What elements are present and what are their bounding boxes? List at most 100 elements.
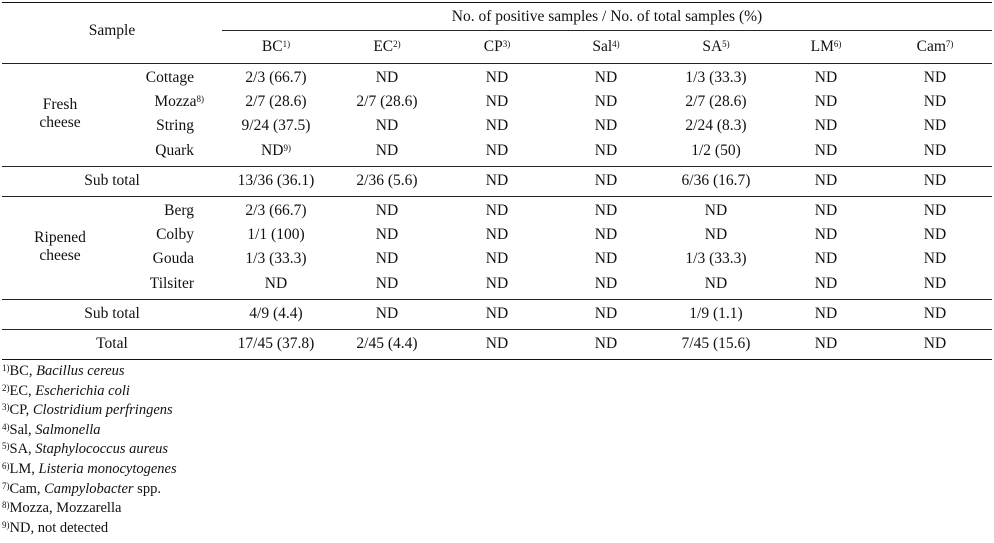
cell-value: ND [923, 172, 947, 189]
bottom-rule [2, 359, 992, 360]
col-header-label: BC [261, 38, 283, 55]
ripened-row-tilsiter-name: Tilsiter [110, 275, 194, 293]
cell-value: 1/2 (50) [691, 142, 741, 159]
grand-total-cell-3: ND [554, 335, 658, 353]
cell-value: ND [594, 250, 618, 267]
cell-value: ND [485, 275, 509, 292]
ripened-row-gouda-cell-1: ND [335, 250, 439, 268]
footnote-2: 2)EC, Escherichia coli [2, 382, 130, 401]
fresh-subtotal-cell-2: ND [445, 172, 549, 190]
cell-value: 1/9 (1.1) [689, 305, 743, 322]
ripened-row-tilsiter-cell-6: ND [883, 275, 987, 293]
ripened-row-tilsiter-cell-3: ND [554, 275, 658, 293]
fresh-subtotal-cell-5: ND [774, 172, 878, 190]
ripened-row-tilsiter-cell-0: ND [224, 275, 328, 293]
cell-value: ND [594, 335, 618, 352]
cell-value: ND [814, 202, 838, 219]
footnote-marker: 3) [2, 402, 10, 413]
cell-value: ND [485, 202, 509, 219]
footnote-suffix: spp. [133, 480, 161, 497]
cell-value: ND [704, 202, 728, 219]
cell-value: ND [814, 275, 838, 292]
footnote-marker: 2) [393, 39, 401, 49]
footnote-marker: 9) [2, 519, 10, 530]
sample-name: Quark [155, 142, 194, 159]
ripened-row-berg-cell-2: ND [445, 202, 549, 220]
ripened-row-berg-cell-4: ND [664, 202, 768, 220]
col-header-label: Cam [916, 38, 946, 55]
ripened-subtotal-cell-5: ND [774, 305, 878, 323]
cell-value: ND [264, 275, 288, 292]
cell-value: ND [814, 250, 838, 267]
footnote-prefix: EC, [9, 382, 36, 399]
sample-name: String [156, 117, 194, 134]
ripened-row-berg-cell-5: ND [774, 202, 878, 220]
cell-value: ND [485, 172, 509, 189]
fresh-row-cottage-cell-1: ND [335, 69, 439, 87]
cell-value: ND [375, 202, 399, 219]
fresh-row-quark-name: Quark [110, 142, 194, 160]
col-header-sal: Sal4) [554, 38, 658, 56]
fresh-row-string-cell-4: 2/24 (8.3) [664, 117, 768, 135]
footnote-8: 8)Mozza, Mozzarella [2, 499, 121, 518]
col-header-cp: CP3) [445, 38, 549, 56]
cell-value: ND [814, 172, 838, 189]
ripened-subtotal-cell-4: 1/9 (1.1) [664, 305, 768, 323]
footnote-1: 1)BC, Bacillus cereus [2, 362, 125, 381]
cell-value: ND [485, 335, 509, 352]
fresh-subtotal-cell-3: ND [554, 172, 658, 190]
fresh-row-quark-cell-6: ND [883, 142, 987, 160]
footnote-marker: 7) [2, 480, 10, 491]
col-header-label: LM [810, 38, 834, 55]
footnote-6: 6)LM, Listeria monocytogenes [2, 460, 177, 479]
grand-total-cell-4: 7/45 (15.6) [664, 335, 768, 353]
footnote-marker: 1) [2, 363, 10, 373]
cell-value: 17/45 (37.8) [237, 335, 315, 352]
ripened-row-berg-cell-1: ND [335, 202, 439, 220]
footnote-5: 5)SA, Staphylococcus aureus [2, 440, 168, 459]
ripened-row-colby-name: Colby [110, 226, 194, 244]
col-header-ec: EC2) [335, 38, 439, 56]
grand-total-cell-2: ND [445, 335, 549, 353]
cell-value: ND [814, 142, 838, 159]
ripened-subtotal-cell-3: ND [554, 305, 658, 323]
grand-total-cell-5: ND [774, 335, 878, 353]
ripened-row-gouda-name: Gouda [110, 250, 194, 268]
footnote-species: Clostridium perfringens [32, 402, 173, 419]
ripened-row-gouda-cell-4: 1/3 (33.3) [664, 250, 768, 268]
header-sub-rule [222, 30, 992, 31]
ripened-subtotal-cell-6: ND [883, 305, 987, 323]
footnote-prefix: Cam, [9, 480, 45, 497]
cell-value: ND [485, 142, 509, 159]
col-header-label: SA [702, 38, 723, 55]
ripened-row-gouda-cell-6: ND [883, 250, 987, 268]
footnote-species: Bacillus cereus [36, 363, 125, 379]
cell-value: ND [594, 305, 618, 322]
ripened-row-gouda-cell-3: ND [554, 250, 658, 268]
col-header-cam: Cam7) [883, 38, 987, 56]
fresh-row-string-name: String [110, 117, 194, 135]
fresh-row-mozza-cell-0: 2/7 (28.6) [224, 93, 328, 111]
ripened-subtotal-rule [2, 329, 992, 330]
footnote-prefix: CP, [9, 402, 33, 419]
cell-value: 6/36 (16.7) [681, 172, 751, 189]
cell-value: ND [485, 305, 509, 322]
cell-value: ND [485, 93, 509, 110]
footnote-marker: 5) [2, 441, 10, 452]
fresh-row-mozza-cell-5: ND [774, 93, 878, 111]
fresh-row-mozza-cell-2: ND [445, 93, 549, 111]
fresh-row-string-cell-6: ND [883, 117, 987, 135]
cell-value: ND [594, 202, 618, 219]
header-rule [2, 63, 992, 64]
ripened-group-rule [2, 299, 992, 300]
footnote-marker: 3) [502, 39, 511, 49]
cell-value: 4/9 (4.4) [249, 305, 303, 322]
ripened-row-colby-cell-6: ND [883, 226, 987, 244]
footnote-species: Staphylococcus aureus [35, 441, 169, 458]
cell-value: 2/7 (28.6) [245, 93, 307, 110]
footnote-marker: 7) [945, 39, 954, 49]
ripened-row-colby-cell-1: ND [335, 226, 439, 244]
fresh-row-cottage-name: Cottage [110, 69, 194, 87]
cell-value: 2/3 (66.7) [245, 69, 307, 86]
cell-value: ND [485, 250, 509, 267]
